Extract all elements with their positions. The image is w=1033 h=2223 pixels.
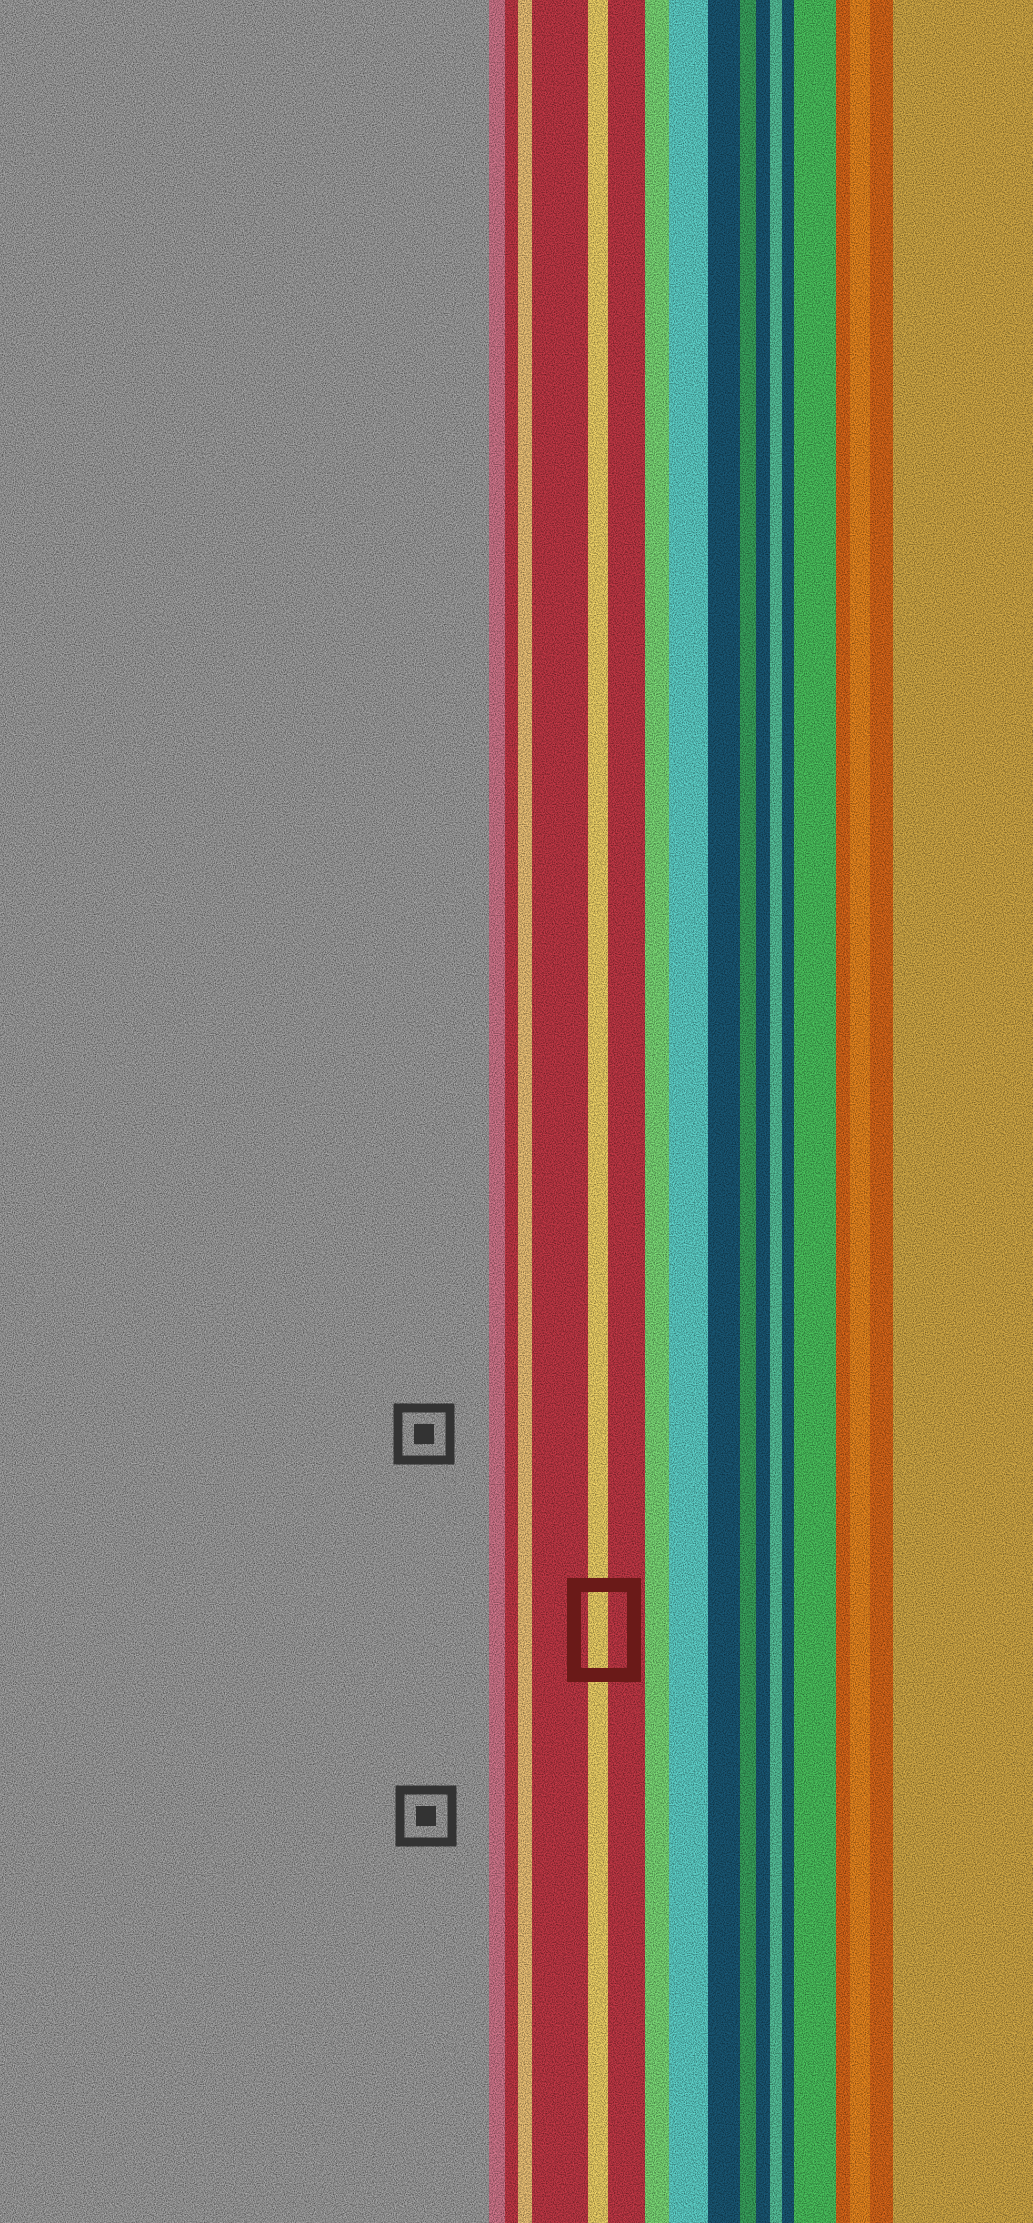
light-noise-overlay [0,0,489,2223]
marker-core [414,1424,434,1444]
square-marker [395,1785,457,1847]
dark-fills [414,1424,436,1826]
marker-core [416,1806,436,1826]
dark-red-mark [567,1578,641,1682]
dark-marks [393,1403,641,1847]
square-marker [393,1403,455,1465]
